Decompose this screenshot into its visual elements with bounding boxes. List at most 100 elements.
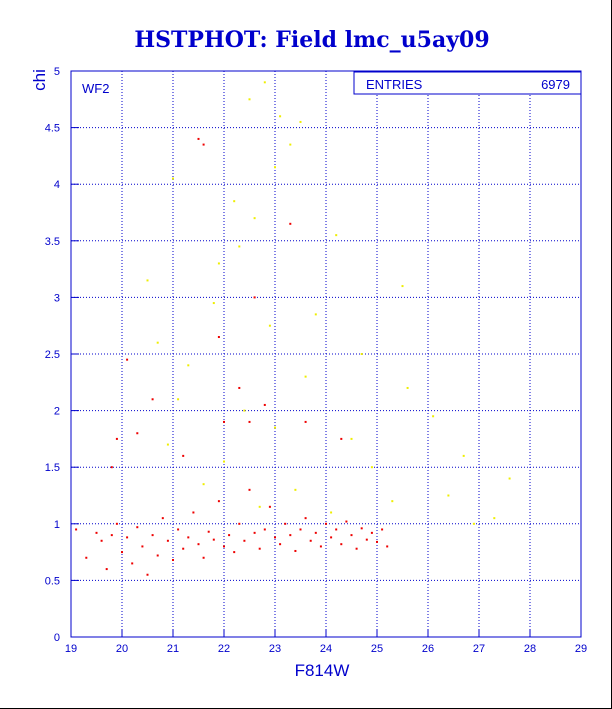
data-point [508,477,511,480]
data-point [289,222,292,225]
data-point [253,531,256,534]
data-point [85,556,88,559]
x-tick-label: 26 [422,643,434,655]
data-point [177,398,180,401]
y-tick-label: 2.5 [45,349,60,361]
data-point [217,336,220,339]
data-point [258,505,261,508]
data-point [136,526,139,529]
data-point [192,511,195,514]
data-point [187,364,190,367]
data-point [355,547,358,550]
data-point [182,547,185,550]
data-point [105,568,108,571]
data-point [279,115,282,118]
data-point [95,531,98,534]
data-point [299,528,302,531]
stats-box [353,71,582,95]
data-point [253,296,256,299]
data-point [314,531,317,534]
data-point [386,545,389,548]
data-point [212,302,215,305]
data-point [126,358,129,361]
data-point [141,545,144,548]
data-point [197,543,200,546]
stats-value: 6979 [541,77,570,92]
data-point [202,143,205,146]
data-point [248,420,251,423]
x-tick-label: 25 [371,643,383,655]
data-point [325,522,327,525]
data-point [121,551,123,554]
data-point [238,245,241,248]
data-point [110,534,113,537]
data-point [243,409,246,412]
data-point [304,517,307,520]
data-point [447,494,450,497]
data-point [115,522,118,525]
data-point [268,505,271,508]
data-point [350,437,353,440]
data-point [233,551,236,554]
data-point [284,522,287,525]
data-point [110,466,113,469]
chart-title: HSTPHOT: Field lmc_u5ay09 [134,27,489,53]
data-point [406,386,409,389]
data-point [238,386,241,389]
x-tick-label: 29 [575,643,587,655]
y-tick-label: 3.5 [45,236,60,248]
data-point [381,528,384,531]
data-point [279,543,282,546]
data-points [75,81,511,576]
data-point [223,460,225,463]
data-point [330,536,333,539]
data-point [289,534,292,537]
data-point [238,522,241,525]
y-tick-label: 5 [54,66,60,78]
data-point [146,279,149,282]
y-tick-label: 1.5 [45,462,60,474]
data-point [131,562,134,565]
panel-label: WF2 [82,81,109,96]
y-axis-label: chi [30,69,49,91]
data-point [294,488,297,491]
data-point [177,528,180,531]
data-point [462,454,465,457]
data-point [151,534,154,537]
data-point [268,324,271,327]
y-tick-label: 1 [54,519,60,531]
data-point [401,285,404,288]
data-point [335,234,338,237]
data-point [263,81,266,84]
y-tick-label: 0 [54,632,60,644]
plot-area [70,70,582,638]
y-tick-label: 3 [54,292,60,304]
y-tick-label: 4 [54,179,60,191]
data-point [370,531,373,534]
data-point [350,534,353,537]
data-point [207,530,210,533]
data-point [253,217,256,220]
data-point [370,466,373,469]
x-tick-label: 23 [269,643,281,655]
data-point [172,177,174,180]
stats-label: ENTRIES [366,77,423,92]
data-point [263,528,266,531]
data-point [151,398,154,401]
x-axis-label: F814W [295,661,350,680]
data-point [166,539,169,542]
data-point [161,517,164,520]
data-point [314,313,317,316]
x-tick-label: 22 [218,643,230,655]
x-tick-label: 27 [473,643,485,655]
data-point [217,500,220,503]
data-point [100,539,103,542]
data-point [187,536,190,539]
data-point [156,341,159,344]
data-point [391,500,394,503]
data-point [360,527,363,530]
y-tick-label: 4.5 [45,123,60,135]
data-point [289,143,292,146]
data-point [493,517,496,520]
